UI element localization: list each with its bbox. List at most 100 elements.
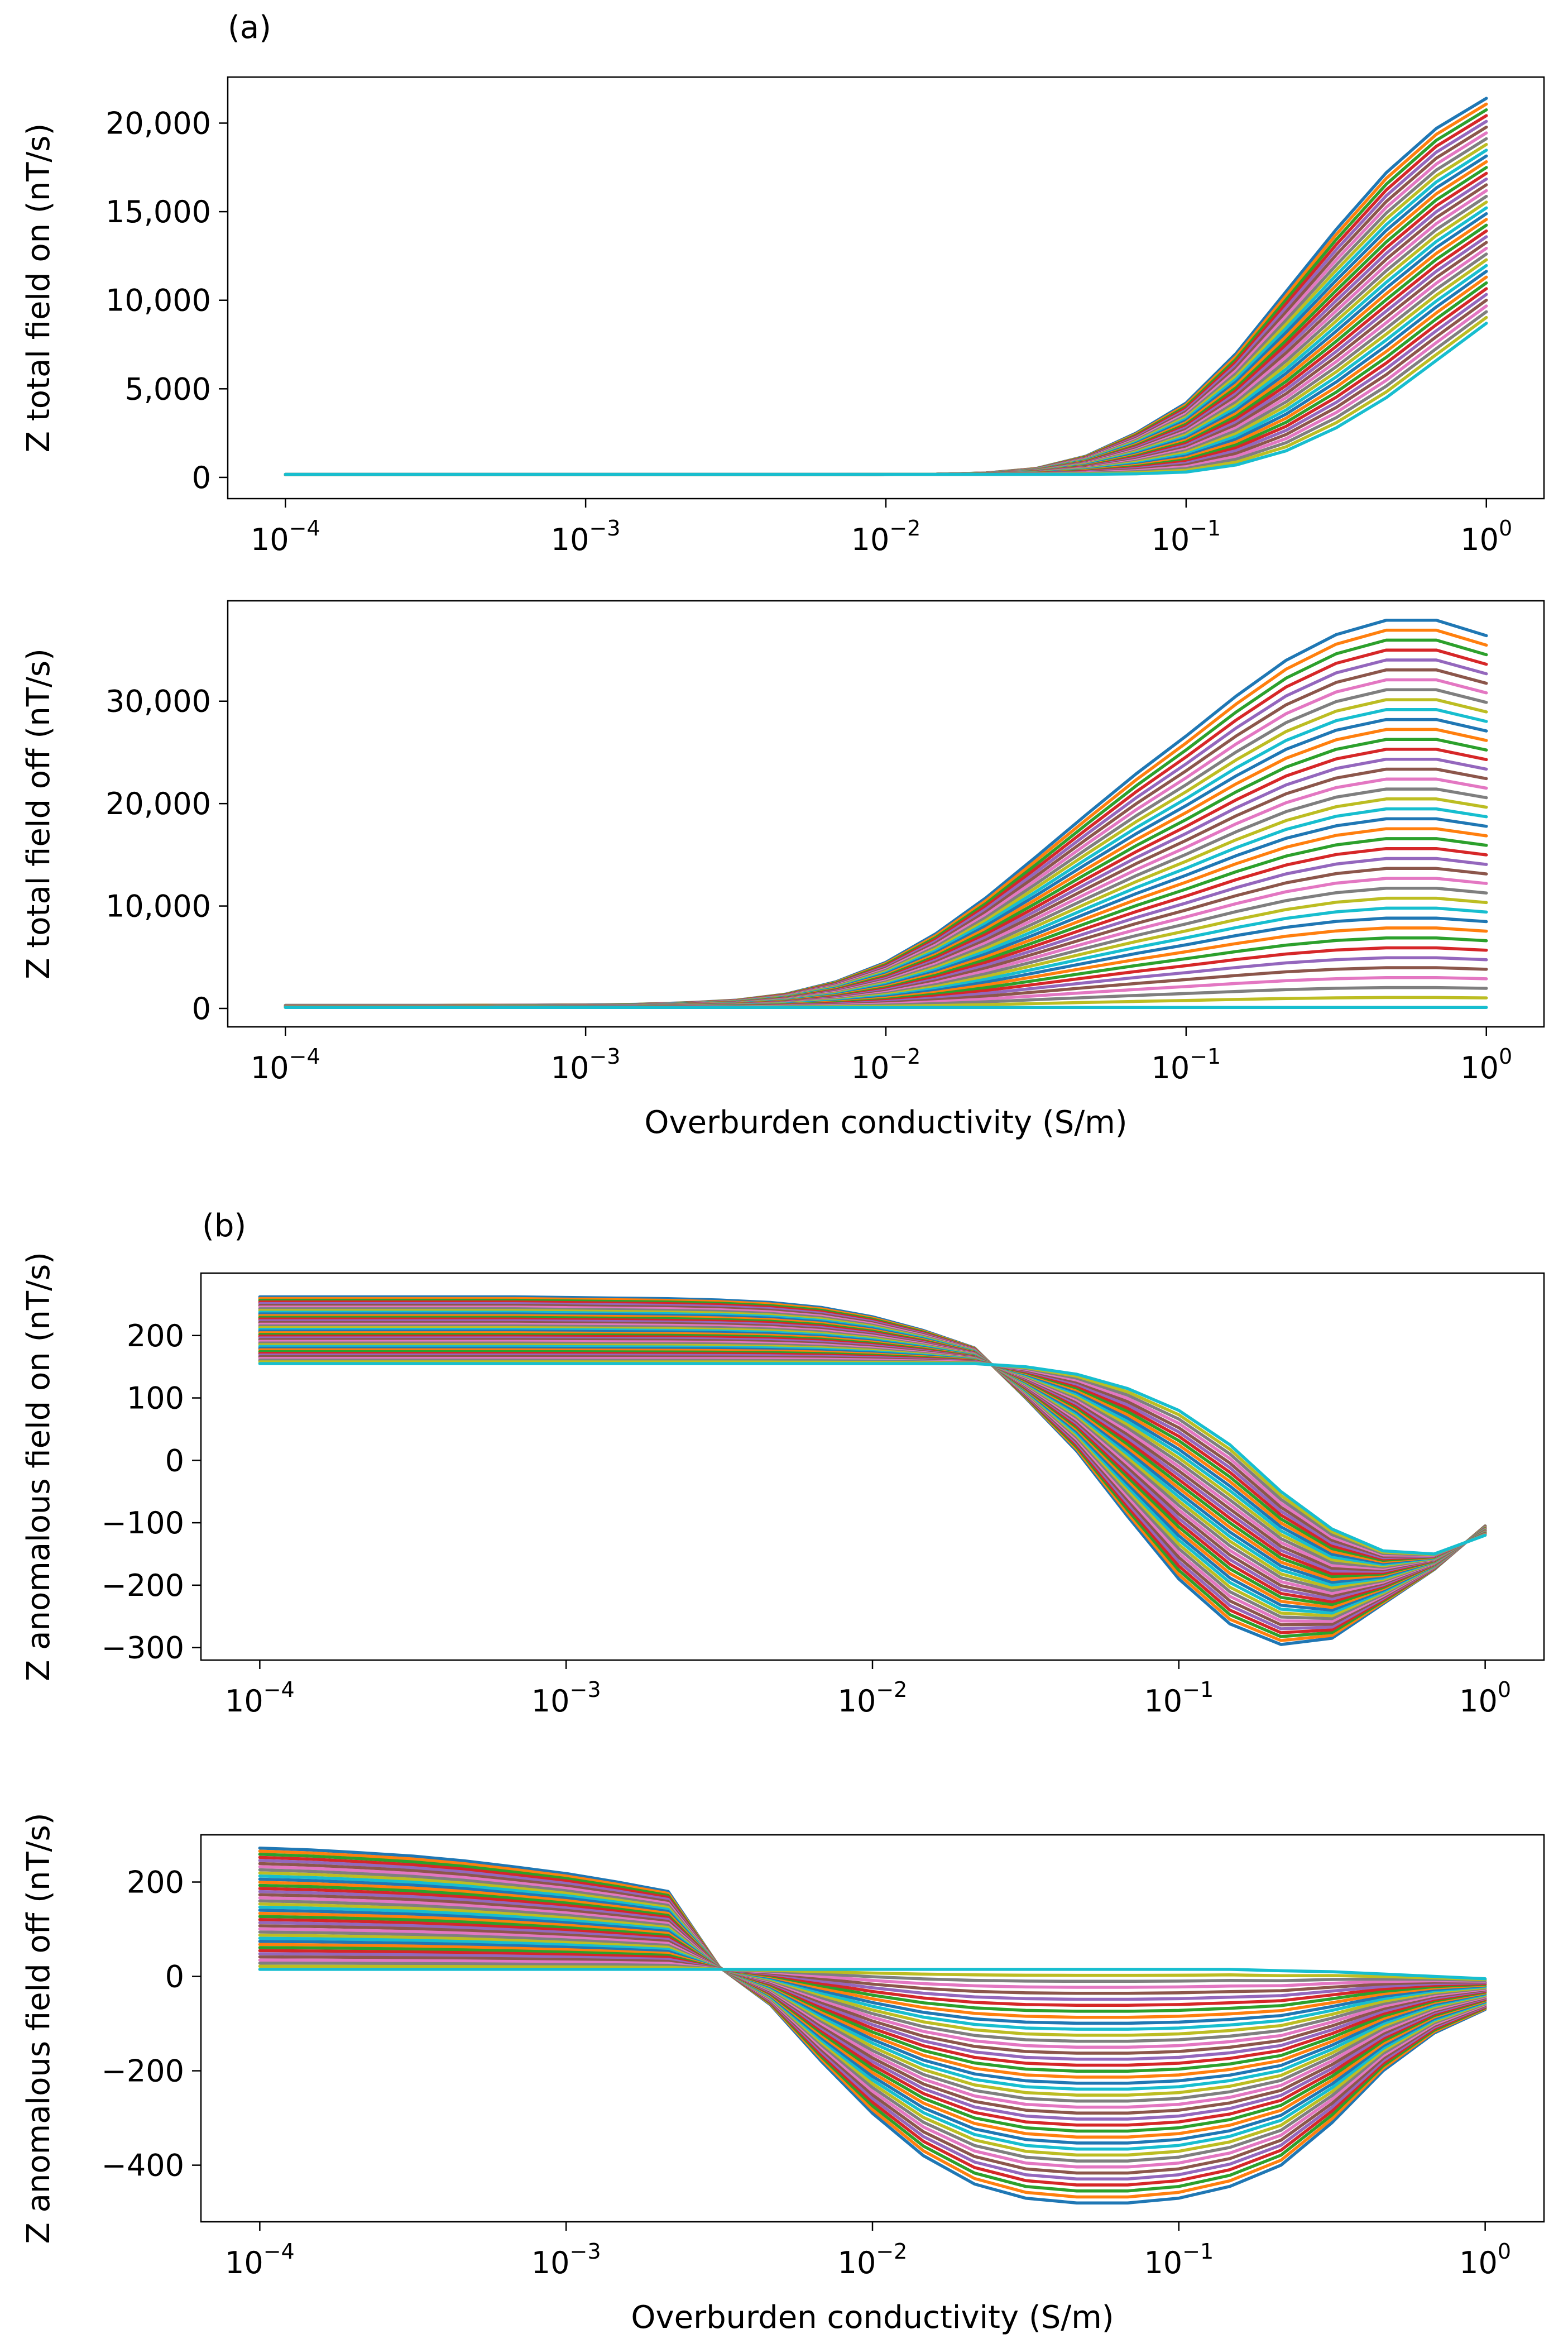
- series-line-36: [258, 1955, 1487, 1995]
- y-tick-label: 0: [192, 991, 211, 1026]
- series-line-22: [258, 1911, 1487, 2079]
- y-tick-label: 0: [192, 460, 211, 495]
- series-line-34: [258, 1949, 1487, 2007]
- chart-total-field-on: 10−4 10−3 10−2 10−1 100 0 5,000 10,000 15,000 20,…: [21, 76, 1545, 557]
- x-tick-label: 10−4: [225, 1677, 295, 1719]
- series-line-40: [258, 1362, 1487, 1556]
- y-tick-label: −200: [102, 1568, 184, 1603]
- y-axis-label: Z total field off (nT/s): [21, 648, 57, 979]
- series-line-6: [258, 1862, 1487, 2175]
- y-tick-label: −400: [102, 2148, 184, 2183]
- y-tick-label: 200: [127, 1318, 184, 1354]
- series-line-6: [284, 668, 1488, 1007]
- x-tick-label: 10−2: [838, 2239, 908, 2280]
- series-line-21: [258, 1909, 1487, 2085]
- series-group: [284, 619, 1488, 1009]
- series-line-39: [258, 1964, 1487, 1981]
- series-line-40: [284, 322, 1488, 476]
- y-axis-label: Z anomalous field off (nT/s): [21, 1813, 57, 2244]
- panel-label-a: (a): [228, 9, 271, 46]
- series-line-30: [258, 1936, 1487, 2031]
- x-tick-label: 10−3: [551, 516, 621, 557]
- x-tick-label: 10−1: [1144, 2239, 1214, 2280]
- series-group: [284, 97, 1488, 476]
- y-tick-label: −200: [102, 2054, 184, 2089]
- y-axis-label: Z anomalous field on (nT/s): [21, 1252, 57, 1681]
- series-line-25: [258, 1921, 1487, 2061]
- chart-total-field-off: 10−4 10−3 10−2 10−1 100 0 10,000 20,000 30,000 Z …: [21, 600, 1545, 1141]
- series-line-38: [258, 1961, 1487, 1983]
- series-line-8: [258, 1868, 1487, 2163]
- series-line-40: [258, 1968, 1487, 1981]
- x-tick-label: 10−3: [531, 2239, 601, 2280]
- y-tick-label: 0: [165, 1443, 184, 1478]
- series-line-33: [258, 1946, 1487, 2013]
- x-tick-label: 10−4: [225, 2239, 295, 2280]
- x-tick-label: 10−2: [851, 1044, 921, 1085]
- x-tick-label: 100: [1459, 2239, 1511, 2280]
- x-tick-label: 10−4: [251, 516, 320, 557]
- series-line-26: [258, 1924, 1487, 2055]
- y-tick-label: 20,000: [106, 786, 211, 821]
- series-group: [258, 1295, 1487, 1646]
- x-axis-label: Overburden conductivity (S/m): [631, 2299, 1114, 2336]
- y-tick-label: 10,000: [106, 283, 211, 318]
- x-tick-label: 100: [1460, 1044, 1512, 1085]
- x-tick-label: 10−1: [1151, 516, 1221, 557]
- y-tick-label: 15,000: [106, 194, 211, 229]
- x-tick-label: 10−1: [1151, 1044, 1221, 1085]
- series-line-12: [258, 1881, 1487, 2139]
- y-tick-label: −300: [102, 1630, 184, 1666]
- y-tick-label: 5,000: [124, 371, 211, 407]
- series-line-3: [258, 1853, 1487, 2193]
- x-axis-label: Overburden conductivity (S/m): [644, 1104, 1127, 1141]
- chart-anomalous-field-off: 10−4 10−3 10−2 10−1 100 −400 −200 0 200 Z anomalo…: [21, 1813, 1545, 2336]
- series-line-28: [258, 1930, 1487, 2043]
- series-line-37: [258, 1958, 1487, 1989]
- x-tick-label: 10−4: [251, 1044, 320, 1085]
- series-line-10: [258, 1874, 1487, 2151]
- y-tick-label: 0: [165, 1959, 184, 1995]
- panel-label-b: (b): [202, 1208, 246, 1244]
- series-line-16: [258, 1893, 1487, 2115]
- series-line-35: [258, 1952, 1487, 2001]
- series-line-17: [258, 1896, 1487, 2109]
- series-line-24: [258, 1918, 1487, 2067]
- series-line-32: [258, 1943, 1487, 2019]
- series-line-19: [258, 1902, 1487, 2097]
- series-line-20: [258, 1905, 1487, 2091]
- series-group: [258, 1846, 1487, 2204]
- y-tick-label: 10,000: [106, 889, 211, 924]
- series-line-18: [258, 1899, 1487, 2103]
- series-line-29: [258, 1933, 1487, 2037]
- series-line-1: [258, 1846, 1487, 2204]
- y-tick-label: 100: [127, 1381, 184, 1416]
- plot-frame: [227, 76, 1545, 500]
- series-line-31: [258, 1939, 1487, 2025]
- series-line-15: [258, 1890, 1487, 2121]
- series-line-23: [258, 1915, 1487, 2073]
- y-axis-label: Z total field on (nT/s): [21, 123, 57, 453]
- series-line-27: [258, 1927, 1487, 2049]
- series-line-5: [258, 1859, 1487, 2181]
- y-tick-label: −100: [102, 1505, 184, 1541]
- series-line-8: [284, 688, 1488, 1007]
- series-line-34: [258, 1351, 1487, 1561]
- x-tick-label: 100: [1459, 1677, 1511, 1719]
- y-tick-label: 200: [127, 1865, 184, 1900]
- series-line-11: [258, 1877, 1487, 2145]
- series-line-4: [258, 1856, 1487, 2187]
- x-tick-label: 10−3: [531, 1677, 601, 1719]
- x-tick-label: 10−2: [851, 516, 921, 557]
- x-tick-label: 100: [1460, 516, 1512, 557]
- y-tick-label: 30,000: [106, 684, 211, 719]
- x-tick-label: 10−1: [1144, 1677, 1214, 1719]
- x-tick-label: 10−3: [551, 1044, 621, 1085]
- series-line-9: [258, 1871, 1487, 2157]
- y-tick-label: 20,000: [106, 106, 211, 141]
- series-line-14: [258, 1887, 1487, 2127]
- chart-anomalous-field-on: 10−4 10−3 10−2 10−1 100 −300 −200 −100 0 100 200 Z …: [21, 1252, 1545, 1719]
- series-line-7: [258, 1865, 1487, 2169]
- series-line-2: [258, 1849, 1487, 2199]
